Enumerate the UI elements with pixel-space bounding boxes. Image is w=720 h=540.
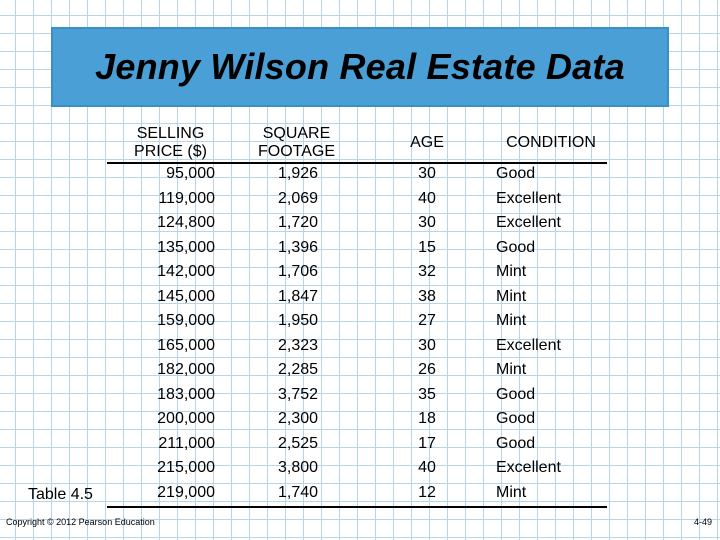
cell-age: 38: [418, 288, 436, 305]
cell-condition: Good: [496, 165, 536, 182]
cell-age: 17: [418, 435, 436, 452]
header-sqft-line1: SQUARE: [262, 125, 331, 142]
cell-price: 145,000: [157, 288, 215, 305]
cell-condition: Good: [496, 386, 536, 403]
cell-age: 40: [418, 459, 436, 476]
cell-condition: Good: [496, 239, 536, 256]
cell-condition: Excellent: [496, 214, 561, 231]
cell-age: 40: [418, 190, 436, 207]
cell-sqft: 3,752: [278, 386, 319, 403]
cell-sqft: 1,396: [278, 239, 319, 256]
cell-age: 15: [418, 239, 436, 256]
cell-sqft: 2,300: [278, 410, 319, 427]
cell-sqft: 1,740: [278, 484, 319, 501]
header-price-line1: SELLING: [136, 125, 205, 142]
cell-sqft: 1,720: [278, 214, 319, 231]
cell-sqft: 2,069: [278, 190, 319, 207]
cell-price: 215,000: [157, 459, 215, 476]
header-sqft-line2: FOOTAGE: [257, 143, 336, 160]
table-row: 211,000 2,525 17 Good: [0, 432, 720, 456]
cell-sqft: 2,323: [278, 337, 319, 354]
cell-condition: Mint: [496, 263, 527, 280]
table-row: 135,000 1,396 15 Good: [0, 236, 720, 260]
cell-condition: Mint: [496, 288, 527, 305]
cell-price: 124,800: [157, 214, 215, 231]
cell-price: 142,000: [157, 263, 215, 280]
table-row: 165,000 2,323 30 Excellent: [0, 334, 720, 358]
cell-condition: Good: [496, 435, 536, 452]
table-row: 95,000 1,926 30 Good: [0, 162, 720, 186]
cell-age: 30: [418, 337, 436, 354]
table-row: 119,000 2,069 40 Excellent: [0, 187, 720, 211]
cell-price: 182,000: [157, 361, 215, 378]
cell-sqft: 2,285: [278, 361, 319, 378]
cell-sqft: 1,950: [278, 312, 319, 329]
cell-condition: Good: [496, 410, 536, 427]
cell-price: 159,000: [157, 312, 215, 329]
table-row: 182,000 2,285 26 Mint: [0, 358, 720, 382]
table-row: 159,000 1,950 27 Mint: [0, 309, 720, 333]
header-rule: [107, 162, 607, 164]
slide-title: Jenny Wilson Real Estate Data: [95, 46, 625, 87]
cell-age: 18: [418, 410, 436, 427]
cell-age: 35: [418, 386, 436, 403]
cell-condition: Excellent: [496, 337, 561, 354]
cell-sqft: 1,706: [278, 263, 319, 280]
header-square-footage: SQUARE FOOTAGE: [244, 125, 349, 161]
table-row: 145,000 1,847 38 Mint: [0, 285, 720, 309]
cell-age: 30: [418, 165, 436, 182]
header-age: AGE: [410, 134, 444, 151]
table-row: 142,000 1,706 32 Mint: [0, 260, 720, 284]
cell-condition: Excellent: [496, 190, 561, 207]
table-row: 124,800 1,720 30 Excellent: [0, 211, 720, 235]
table-row: 219,000 1,740 12 Mint: [0, 481, 720, 505]
cell-price: 211,000: [158, 435, 215, 452]
table-label: Table 4.5: [28, 486, 93, 503]
cell-condition: Mint: [496, 312, 527, 329]
cell-price: 165,000: [157, 337, 215, 354]
cell-condition: Mint: [496, 361, 527, 378]
page-number: 4-49: [693, 517, 712, 527]
cell-price: 135,000: [157, 239, 215, 256]
cell-condition: Mint: [496, 484, 527, 501]
cell-price: 219,000: [157, 484, 215, 501]
header-selling-price: SELLING PRICE ($): [118, 125, 223, 161]
cell-price: 200,000: [157, 410, 215, 427]
copyright-text: Copyright © 2012 Pearson Education: [6, 517, 155, 527]
cell-sqft: 2,525: [278, 435, 319, 452]
header-condition: CONDITION: [506, 134, 596, 151]
table-row: 215,000 3,800 40 Excellent: [0, 456, 720, 480]
cell-age: 27: [418, 312, 436, 329]
table-row: 200,000 2,300 18 Good: [0, 407, 720, 431]
cell-condition: Excellent: [496, 459, 561, 476]
cell-sqft: 1,926: [278, 165, 319, 182]
footer-rule: [107, 506, 607, 508]
cell-age: 32: [418, 263, 436, 280]
cell-price: 95,000: [166, 165, 215, 182]
title-box: Jenny Wilson Real Estate Data: [51, 27, 669, 107]
cell-sqft: 1,847: [278, 288, 319, 305]
cell-price: 183,000: [157, 386, 215, 403]
table-row: 183,000 3,752 35 Good: [0, 383, 720, 407]
cell-age: 26: [418, 361, 436, 378]
cell-age: 30: [418, 214, 436, 231]
cell-price: 119,000: [158, 190, 215, 207]
header-price-line2: PRICE ($): [134, 143, 207, 160]
cell-age: 12: [418, 484, 436, 501]
cell-sqft: 3,800: [278, 459, 319, 476]
